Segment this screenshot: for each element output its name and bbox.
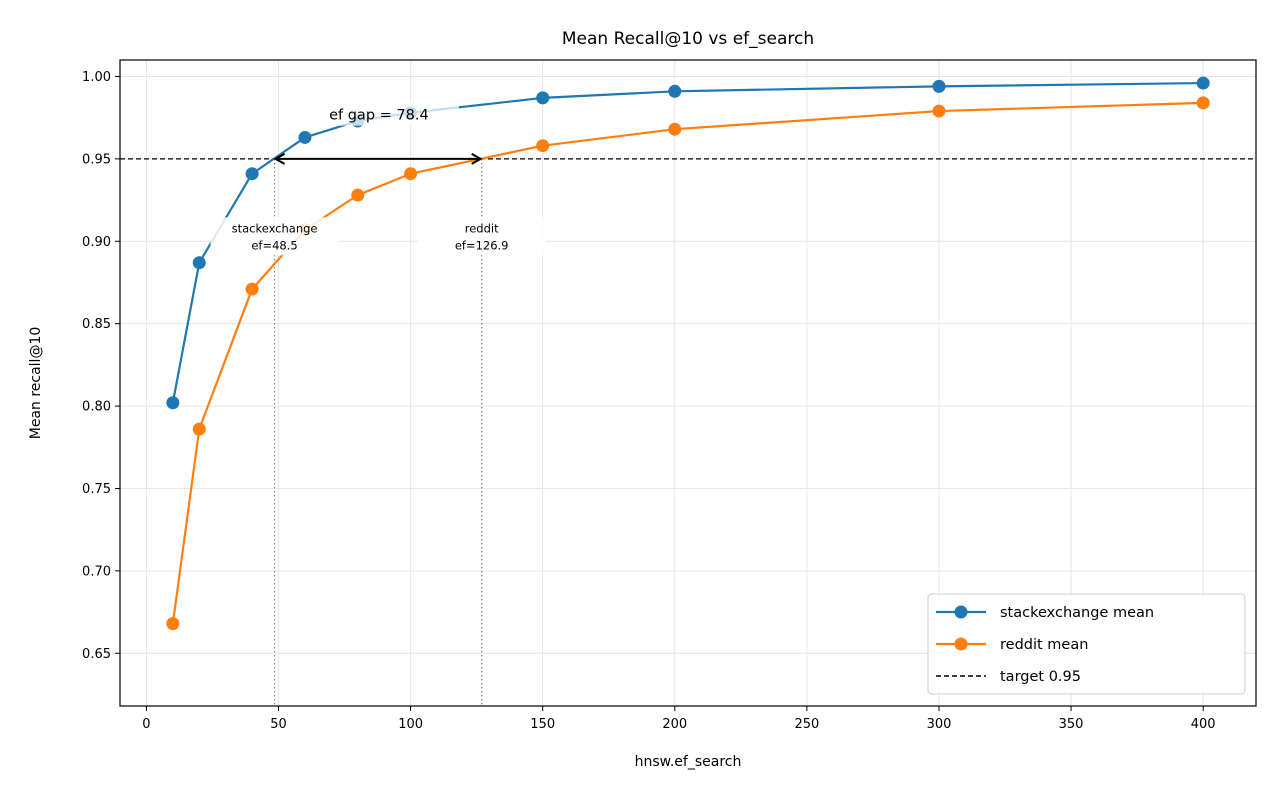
gap-label: ef gap = 78.4: [329, 108, 429, 124]
data-point-stackexchange: [932, 79, 946, 93]
x-tick-label: 350: [1059, 717, 1084, 732]
data-point-reddit: [1196, 96, 1210, 110]
data-point-stackexchange: [298, 130, 312, 144]
y-tick-label: 0.95: [82, 152, 111, 167]
x-tick-label: 250: [794, 717, 819, 732]
annotation-ef-stackexchange: ef=48.5: [251, 238, 297, 252]
gap-label-bg: [298, 101, 459, 126]
legend-label-reddit: reddit mean: [1000, 637, 1088, 653]
x-axis-ticks: 0 50 100 150 200 250 300 350 400: [142, 706, 1216, 732]
plot-frame: [119, 59, 1257, 707]
annotation-box-reddit: [417, 217, 546, 256]
data-point-stackexchange: [1196, 76, 1210, 90]
y-tick-label: 0.80: [82, 400, 111, 415]
y-tick-label: 0.65: [82, 647, 111, 662]
data-point-reddit: [245, 282, 259, 296]
x-axis-title: hnsw.ef_search: [635, 754, 742, 770]
data-point-reddit: [192, 422, 206, 436]
y-tick-label: 0.75: [82, 482, 111, 497]
data-point-stackexchange: [245, 167, 259, 181]
annotation-label-reddit: reddit: [465, 221, 499, 235]
x-tick-label: 200: [662, 717, 687, 732]
data-point-stackexchange: [166, 396, 180, 410]
annotation-box-stackexchange: [210, 217, 339, 256]
y-tick-label: 0.70: [82, 564, 111, 579]
data-point-stackexchange: [192, 256, 206, 270]
legend-label-stackexchange: stackexchange mean: [1000, 605, 1154, 621]
data-point-reddit: [536, 139, 550, 153]
x-tick-label: 100: [398, 717, 423, 732]
legend: stackexchange mean reddit mean target 0.…: [927, 593, 1246, 695]
chart-title: Mean Recall@10 vs ef_search: [562, 29, 814, 49]
legend-marker-reddit: [954, 637, 968, 651]
gap-arrow-head-left: [273, 153, 286, 165]
data-point-reddit: [668, 122, 682, 136]
x-tick-label: 0: [142, 717, 150, 732]
y-tick-label: 0.85: [82, 317, 111, 332]
annotations: stackexchange ef=48.5 reddit ef=126.9 ef gap…: [210, 101, 546, 256]
legend-box: [927, 593, 1246, 695]
data-point-stackexchange: [668, 84, 682, 98]
legend-label-target: target 0.95: [1000, 669, 1081, 685]
annotation-label-stackexchange: stackexchange: [232, 221, 318, 235]
x-tick-label: 150: [530, 717, 555, 732]
data-point-reddit: [351, 188, 365, 202]
y-axis-title: Mean recall@10: [28, 327, 44, 440]
y-tick-label: 1.00: [82, 70, 111, 85]
gap-arrow-head-right: [471, 153, 483, 165]
data-point-reddit: [166, 617, 180, 631]
y-axis-ticks: 0.65 0.70 0.75 0.80 0.85 0.90 0.95 1.00: [82, 70, 120, 662]
data-point-reddit: [932, 104, 946, 118]
y-tick-label: 0.90: [82, 235, 111, 250]
legend-marker-stackexchange: [954, 605, 968, 619]
x-tick-label: 400: [1191, 717, 1216, 732]
data-point-reddit: [404, 167, 418, 181]
x-tick-label: 300: [927, 717, 952, 732]
series-line-reddit: [171, 101, 1204, 624]
x-tick-label: 50: [270, 717, 287, 732]
annotation-ef-reddit: ef=126.9: [455, 238, 509, 252]
data-point-stackexchange: [536, 91, 550, 105]
